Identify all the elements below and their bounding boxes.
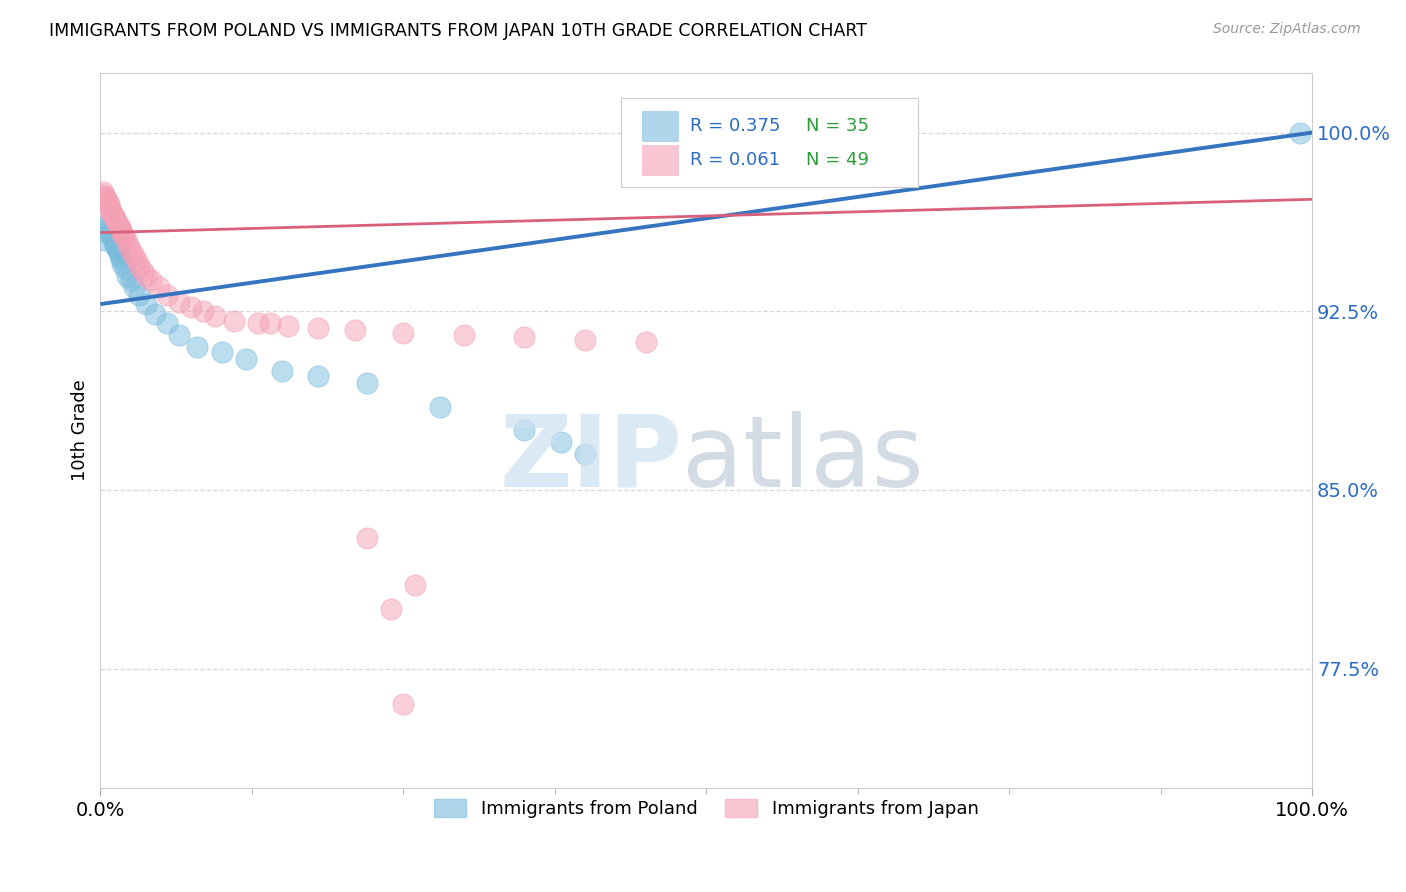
Point <box>148 280 170 294</box>
Text: R = 0.375: R = 0.375 <box>690 117 780 135</box>
Point <box>104 237 127 252</box>
Point <box>93 187 115 202</box>
Point <box>308 368 330 383</box>
Point <box>429 400 451 414</box>
Point <box>1289 126 1312 140</box>
Point <box>167 294 190 309</box>
Point <box>111 226 134 240</box>
Point <box>98 220 121 235</box>
Point <box>132 264 155 278</box>
Point <box>141 273 163 287</box>
Point <box>94 190 117 204</box>
Point <box>101 206 124 220</box>
Point <box>180 300 202 314</box>
Point <box>97 226 120 240</box>
Point <box>308 321 330 335</box>
Point <box>105 243 128 257</box>
Point <box>392 698 415 712</box>
Point <box>105 216 128 230</box>
Point <box>128 259 150 273</box>
Point <box>392 326 415 340</box>
Y-axis label: 10th Grade: 10th Grade <box>72 380 89 482</box>
Text: atlas: atlas <box>682 410 924 508</box>
Point <box>105 213 128 227</box>
Point <box>574 447 596 461</box>
Point <box>143 307 166 321</box>
Point <box>574 333 596 347</box>
Point <box>167 328 190 343</box>
Point <box>114 261 136 276</box>
Point <box>111 257 134 271</box>
Point <box>104 211 127 226</box>
Point <box>103 209 125 223</box>
FancyBboxPatch shape <box>621 98 918 187</box>
Text: Source: ZipAtlas.com: Source: ZipAtlas.com <box>1213 22 1361 37</box>
Point <box>513 424 536 438</box>
Point <box>118 240 141 254</box>
Point <box>193 304 215 318</box>
Text: N = 35: N = 35 <box>806 117 869 135</box>
Point <box>96 220 118 235</box>
Point <box>156 287 179 301</box>
Point <box>101 230 124 244</box>
Point <box>97 194 120 209</box>
Point <box>97 216 120 230</box>
Point <box>107 219 129 233</box>
Text: IMMIGRANTS FROM POLAND VS IMMIGRANTS FROM JAPAN 10TH GRADE CORRELATION CHART: IMMIGRANTS FROM POLAND VS IMMIGRANTS FRO… <box>49 22 868 40</box>
Point <box>356 531 378 545</box>
Point <box>271 364 294 378</box>
Point <box>100 204 122 219</box>
Point <box>550 435 572 450</box>
Point <box>115 268 138 283</box>
Point <box>211 344 233 359</box>
Point <box>404 578 426 592</box>
Point <box>120 273 142 287</box>
Point <box>135 297 157 311</box>
Point <box>107 244 129 259</box>
Text: ZIP: ZIP <box>499 410 682 508</box>
Point <box>97 197 120 211</box>
Point <box>93 233 115 247</box>
Point <box>186 340 208 354</box>
Point <box>115 235 138 249</box>
Point <box>114 230 136 244</box>
Point <box>121 244 143 259</box>
Point <box>380 602 402 616</box>
Point <box>98 202 121 216</box>
Point <box>246 316 269 330</box>
Point <box>343 323 366 337</box>
Point <box>259 316 281 330</box>
Point <box>124 280 146 294</box>
Text: N = 49: N = 49 <box>806 152 869 169</box>
Legend: Immigrants from Poland, Immigrants from Japan: Immigrants from Poland, Immigrants from … <box>427 792 986 825</box>
Text: R = 0.061: R = 0.061 <box>690 152 780 169</box>
Point <box>222 314 245 328</box>
FancyBboxPatch shape <box>643 145 678 175</box>
Point <box>356 376 378 390</box>
FancyBboxPatch shape <box>643 111 678 141</box>
Point <box>124 250 146 264</box>
Point <box>125 254 148 268</box>
Point <box>110 223 132 237</box>
Point <box>96 192 118 206</box>
Point <box>634 335 657 350</box>
Point <box>112 227 135 242</box>
Point <box>108 250 131 264</box>
Point <box>513 330 536 344</box>
Point <box>108 220 131 235</box>
Point <box>156 316 179 330</box>
Point <box>128 287 150 301</box>
Point <box>105 240 128 254</box>
Point <box>100 226 122 240</box>
Point <box>277 318 299 333</box>
Point <box>235 351 257 366</box>
Point <box>453 328 475 343</box>
Point <box>204 309 226 323</box>
Point <box>135 268 157 283</box>
Point <box>103 235 125 249</box>
Point <box>110 252 132 266</box>
Point <box>91 185 114 199</box>
